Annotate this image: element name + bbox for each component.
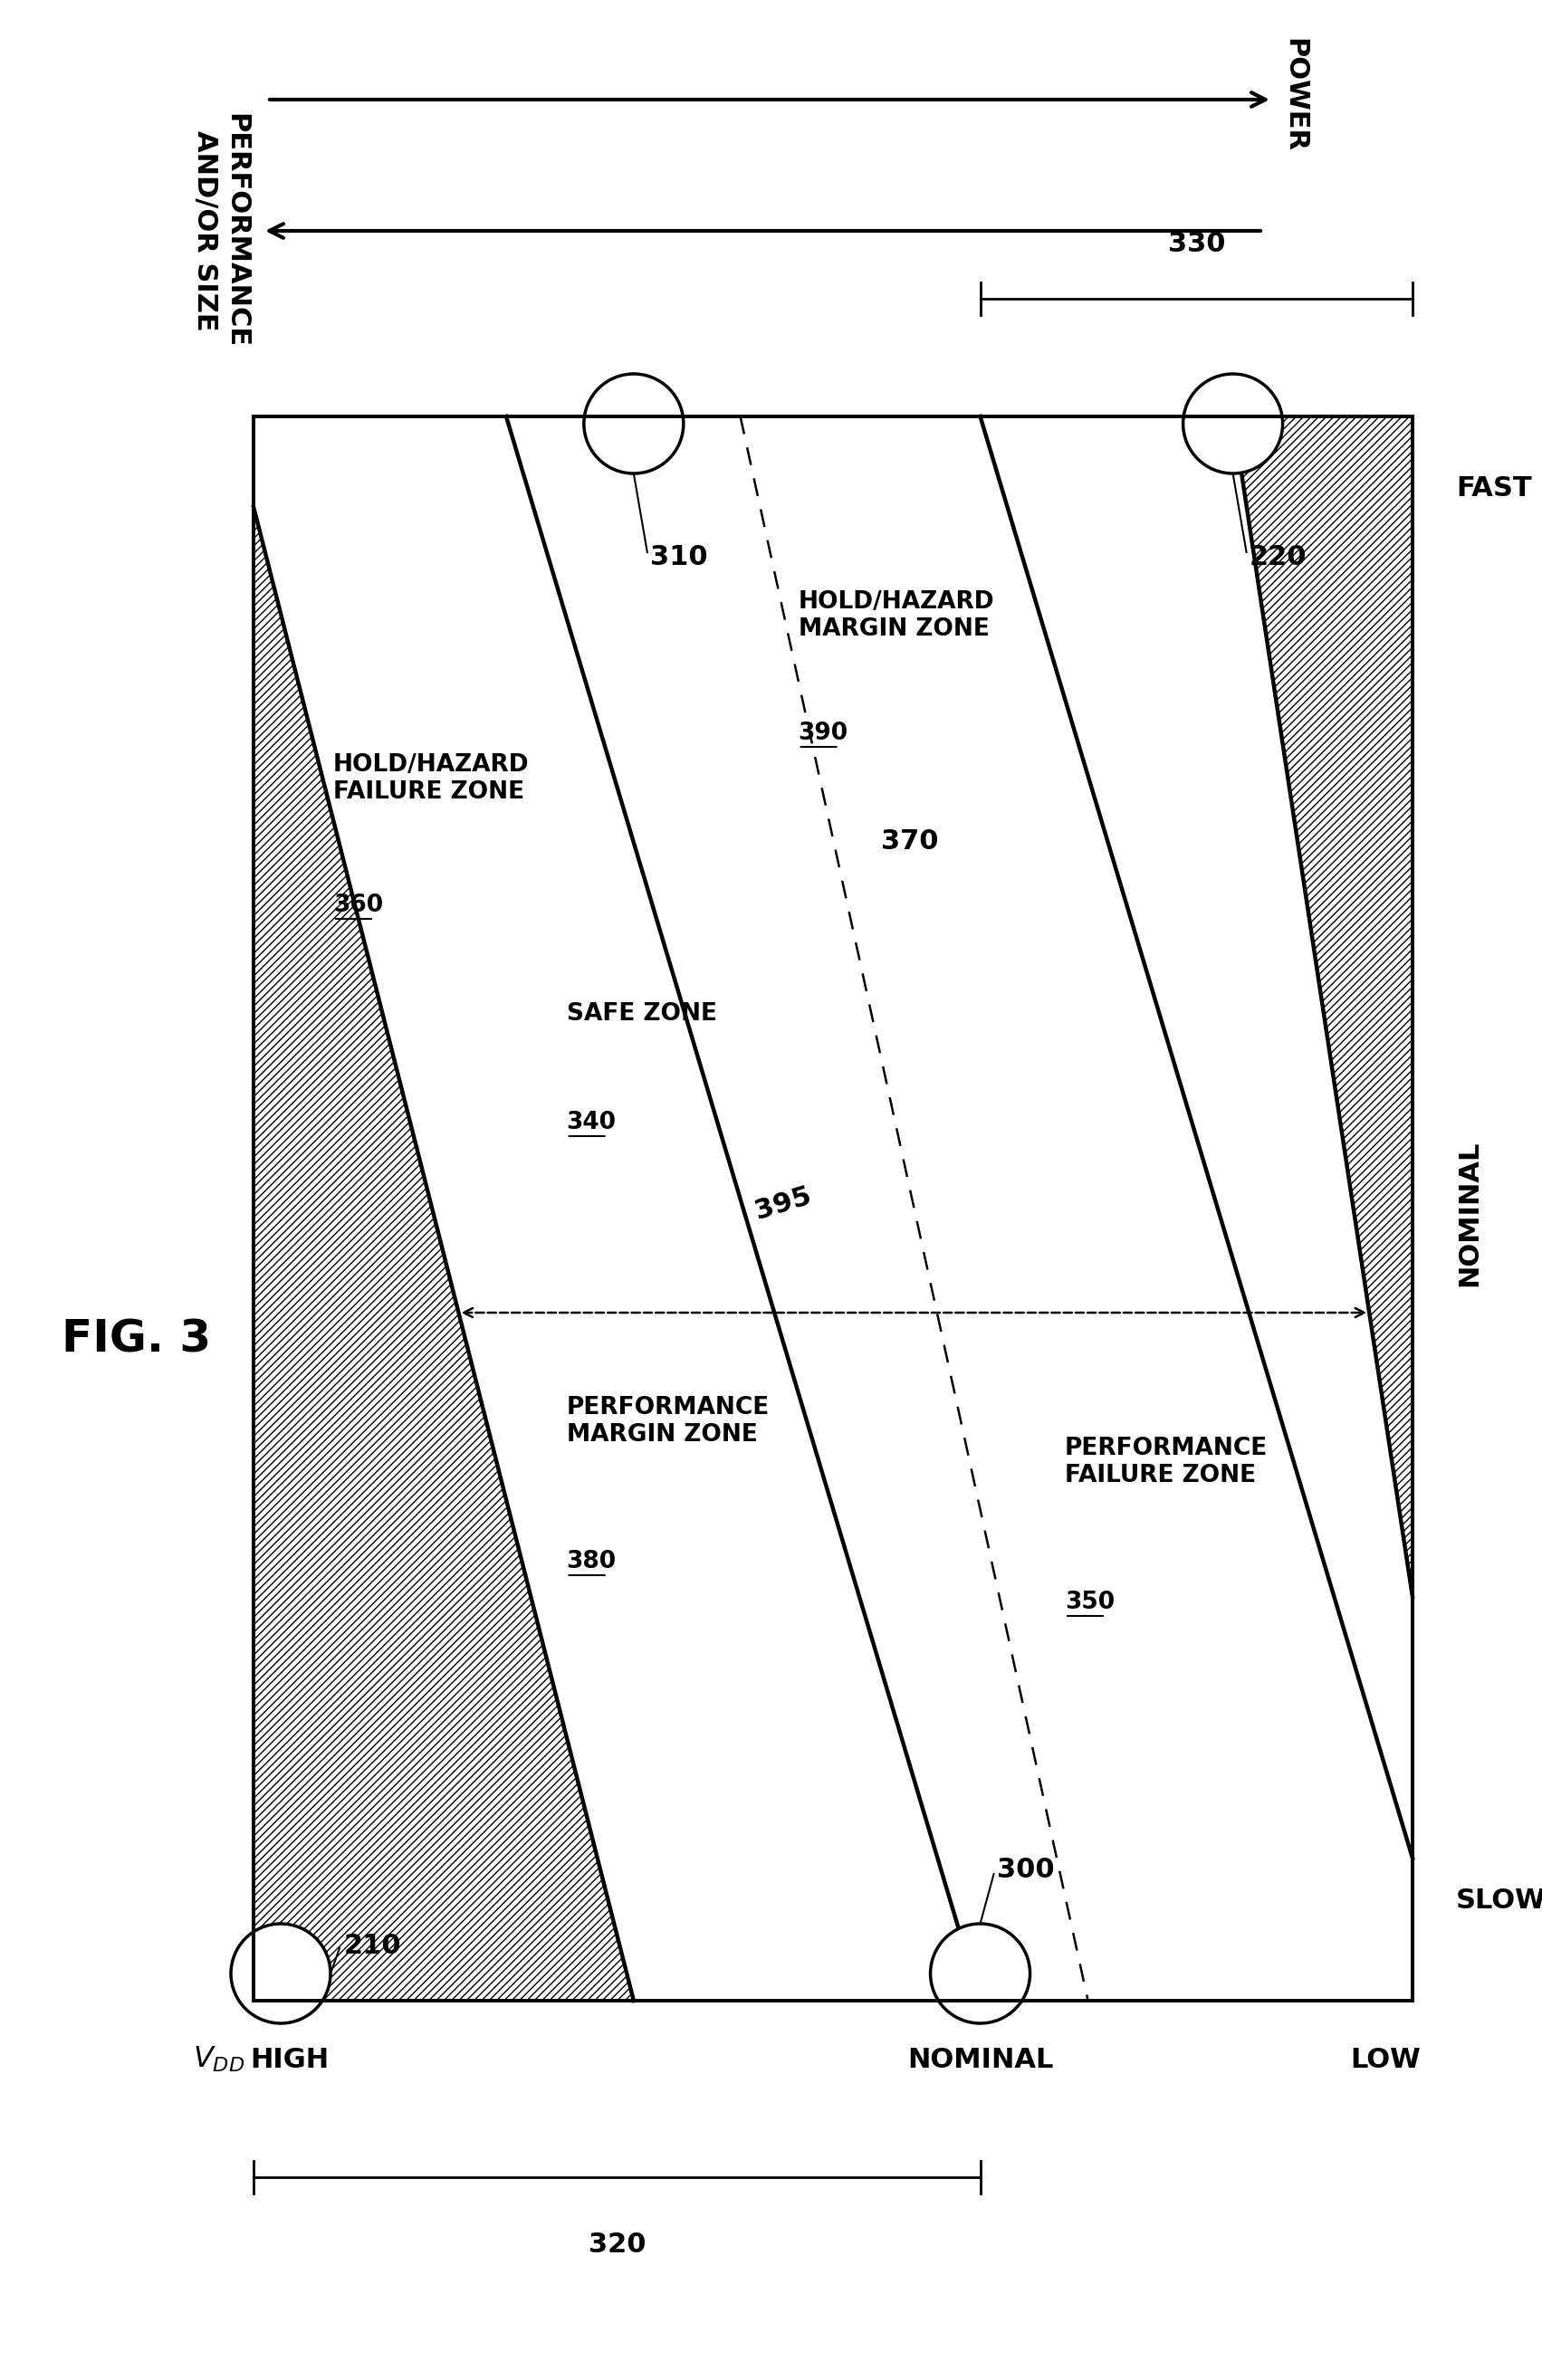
Text: 220: 220 — [1249, 543, 1306, 569]
Text: PERFORMANCE
FAILURE ZONE: PERFORMANCE FAILURE ZONE — [1066, 1438, 1268, 1488]
Text: LOW: LOW — [1351, 2047, 1420, 2073]
Text: HOLD/HAZARD
FAILURE ZONE: HOLD/HAZARD FAILURE ZONE — [333, 752, 529, 804]
Text: 210: 210 — [344, 1933, 401, 1959]
Bar — [253, 416, 1412, 2002]
Circle shape — [584, 374, 683, 474]
Text: FAST: FAST — [1456, 476, 1531, 502]
Text: PERFORMANCE
MARGIN ZONE: PERFORMANCE MARGIN ZONE — [566, 1397, 769, 1447]
Text: NOMINAL: NOMINAL — [907, 2047, 1053, 2073]
Text: 330: 330 — [1167, 231, 1224, 257]
Polygon shape — [1234, 416, 1412, 2002]
Text: 370: 370 — [880, 828, 938, 854]
Text: $V_{DD}$: $V_{DD}$ — [193, 2044, 245, 2075]
Text: POWER: POWER — [1281, 38, 1308, 152]
Text: 340: 340 — [566, 1111, 617, 1135]
Text: 300: 300 — [996, 1856, 1055, 1883]
Text: 380: 380 — [566, 1549, 617, 1573]
Text: HOLD/HAZARD
MARGIN ZONE: HOLD/HAZARD MARGIN ZONE — [799, 590, 995, 640]
Text: 395: 395 — [752, 1183, 814, 1226]
Circle shape — [930, 1923, 1030, 2023]
Text: 360: 360 — [333, 892, 382, 916]
Text: SAFE ZONE: SAFE ZONE — [566, 1002, 717, 1026]
Text: NOMINAL: NOMINAL — [1456, 1140, 1482, 1285]
Circle shape — [231, 1923, 330, 2023]
Text: SLOW: SLOW — [1456, 1887, 1542, 1914]
Text: 310: 310 — [651, 543, 708, 569]
Text: 350: 350 — [1066, 1590, 1115, 1614]
Text: 390: 390 — [799, 721, 848, 745]
Text: FIG. 3: FIG. 3 — [62, 1319, 211, 1361]
Circle shape — [1183, 374, 1283, 474]
Text: 320: 320 — [588, 2232, 646, 2259]
Polygon shape — [253, 416, 634, 2002]
Text: HIGH: HIGH — [250, 2047, 328, 2073]
Text: PERFORMANCE
AND/OR SIZE: PERFORMANCE AND/OR SIZE — [193, 114, 248, 347]
